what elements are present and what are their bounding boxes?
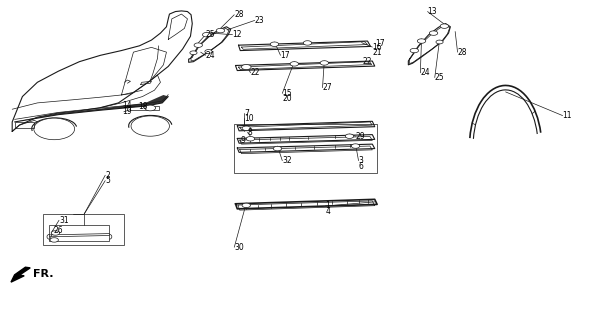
Text: 17: 17 [374,39,384,48]
Circle shape [290,62,298,66]
Circle shape [34,118,75,140]
Text: 8: 8 [247,128,252,137]
Text: 28: 28 [235,10,244,19]
Text: 12: 12 [233,30,242,39]
Circle shape [242,126,250,131]
Text: 28: 28 [458,48,467,57]
Circle shape [242,203,250,208]
Text: 14: 14 [122,101,132,110]
Text: 27: 27 [323,83,332,92]
Text: 31: 31 [59,216,69,225]
Polygon shape [14,95,168,122]
Text: 3: 3 [359,156,364,165]
Text: 13: 13 [428,7,437,16]
Text: 22: 22 [250,68,260,77]
Text: 10: 10 [244,114,254,123]
Text: 9: 9 [240,135,245,145]
Circle shape [190,51,197,55]
Text: 5: 5 [106,176,110,185]
Text: 16: 16 [372,43,382,52]
Circle shape [205,50,212,53]
Circle shape [131,116,169,136]
Text: 18: 18 [138,102,148,111]
Text: 7: 7 [244,108,250,117]
Text: 32: 32 [282,156,292,165]
Circle shape [440,24,449,28]
Polygon shape [11,267,30,282]
Circle shape [303,41,312,45]
Text: 24: 24 [420,68,430,77]
Text: 24: 24 [206,51,215,60]
Circle shape [246,137,254,141]
Bar [49,225,109,241]
Circle shape [194,43,203,47]
Text: FR.: FR. [33,268,53,279]
Text: 2: 2 [106,171,110,180]
Text: 4: 4 [326,207,330,216]
Circle shape [273,146,282,151]
Bar [43,214,124,245]
Bar [14,122,34,128]
Circle shape [145,105,156,111]
Text: 19: 19 [122,107,132,116]
Text: 25: 25 [435,73,444,82]
Circle shape [241,65,251,69]
Text: 15: 15 [282,89,292,98]
Text: 26: 26 [53,226,63,235]
Text: 20: 20 [282,94,292,103]
Circle shape [203,32,211,37]
Text: 23: 23 [254,16,264,25]
Circle shape [270,42,279,46]
Circle shape [436,40,443,44]
Circle shape [410,48,418,53]
Text: 21: 21 [372,48,382,57]
Circle shape [417,39,426,43]
Circle shape [346,134,354,139]
Circle shape [216,28,225,33]
Circle shape [320,61,329,65]
Text: 29: 29 [356,132,365,141]
Circle shape [352,144,360,148]
Text: 25: 25 [206,30,215,39]
Bar [234,124,376,173]
Text: 17: 17 [280,51,290,60]
Circle shape [50,238,58,242]
Circle shape [429,31,438,35]
Text: 22: 22 [363,57,372,66]
Text: 1: 1 [326,202,330,211]
Text: 30: 30 [235,243,244,252]
Circle shape [51,231,60,235]
Text: 6: 6 [359,162,364,171]
Text: 11: 11 [563,111,572,120]
Bar [130,106,159,110]
